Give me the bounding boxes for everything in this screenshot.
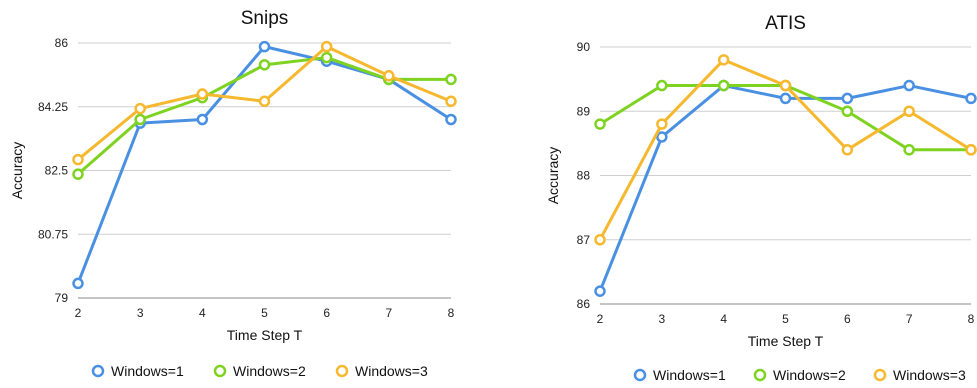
- data-point: [965, 92, 977, 105]
- data-point: [965, 144, 977, 156]
- legend-label: Windows=1: [111, 363, 184, 379]
- data-point: [258, 40, 271, 53]
- x-tick-label: 8: [968, 312, 975, 326]
- x-tick-label: 3: [137, 306, 144, 320]
- x-tick-label: 5: [261, 306, 268, 320]
- data-point: [320, 51, 333, 64]
- x-tick-label: 6: [844, 312, 851, 326]
- data-point: [594, 285, 606, 297]
- legend-label: Windows=1: [653, 367, 726, 383]
- legend-label: Windows=3: [355, 363, 428, 379]
- legend-marker: [335, 364, 349, 378]
- data-point: [258, 95, 271, 108]
- data-point: [779, 79, 792, 92]
- data-point: [841, 92, 854, 105]
- data-point: [445, 95, 457, 108]
- chart-snips: Snips 79 80.75 82.5 84.25 86 2 3 4 5 6 7 8 Time Step …: [9, 8, 457, 379]
- legend-marker: [633, 368, 647, 382]
- data-point: [903, 105, 915, 117]
- legend-label: Windows=2: [233, 363, 306, 379]
- data-point: [445, 73, 457, 86]
- y-tick-label: 90: [577, 40, 591, 54]
- x-tick-label: 5: [782, 312, 789, 326]
- data-point: [841, 144, 854, 156]
- x-axis-label: Time Step T: [748, 333, 824, 349]
- y-tick-label: 84.25: [38, 100, 68, 114]
- x-tick-label: 2: [597, 312, 604, 326]
- data-point: [656, 118, 668, 130]
- y-tick-label: 80.75: [38, 227, 68, 241]
- data-point: [594, 234, 606, 246]
- chart-panel-snips: Snips 79 80.75 82.5 84.25 86 2 3 4 5 6 7 8 Time Step …: [0, 0, 480, 388]
- data-point: [903, 144, 915, 156]
- series-line: [76, 45, 453, 285]
- series-line: [76, 56, 453, 176]
- data-point: [134, 113, 146, 126]
- data-point: [594, 118, 606, 130]
- y-tick-label: 79: [55, 291, 69, 305]
- legend-marker: [91, 364, 105, 378]
- data-point: [717, 79, 730, 92]
- x-tick-label: 4: [720, 312, 727, 326]
- data-point: [196, 88, 209, 100]
- legend-marker: [873, 368, 887, 382]
- y-tick-label: 86: [577, 297, 591, 311]
- data-point: [717, 54, 730, 66]
- data-point: [383, 70, 395, 82]
- x-tick-label: 7: [906, 312, 913, 326]
- data-point: [72, 277, 84, 290]
- x-tick-label: 3: [658, 312, 665, 326]
- chart-title: ATIS: [765, 13, 806, 34]
- data-point: [903, 79, 915, 92]
- data-point: [72, 153, 84, 166]
- data-point: [779, 92, 792, 105]
- y-tick-label: 88: [577, 169, 591, 183]
- y-tick-label: 86: [55, 36, 69, 50]
- x-tick-label: 7: [385, 306, 392, 320]
- legend-marker: [213, 364, 227, 378]
- data-point: [445, 113, 457, 126]
- x-tick-label: 8: [448, 306, 455, 320]
- data-point: [841, 105, 854, 117]
- y-tick-label: 89: [577, 104, 591, 118]
- y-axis-label: Accuracy: [545, 147, 561, 205]
- x-tick-label: 6: [323, 306, 330, 320]
- x-axis-label: Time Step T: [227, 327, 303, 343]
- chart-atis: ATIS 86 87 88 89 90 2 3 4 5 6 7 8 Time Step T Accuracy…: [545, 13, 977, 383]
- data-point: [656, 131, 668, 143]
- data-point: [656, 79, 668, 92]
- y-tick-label: 82.5: [45, 164, 69, 178]
- data-point: [320, 40, 333, 53]
- data-point: [196, 113, 209, 126]
- y-axis-label: Accuracy: [9, 142, 25, 200]
- x-tick-label: 4: [199, 306, 206, 320]
- legend-label: Windows=3: [893, 367, 966, 383]
- legend-label: Windows=2: [773, 367, 846, 383]
- data-point: [134, 102, 146, 115]
- data-point: [258, 59, 271, 71]
- chart-panel-atis: ATIS 86 87 88 89 90 2 3 4 5 6 7 8 Time Step T Accuracy…: [490, 0, 977, 388]
- chart-title: Snips: [241, 8, 289, 29]
- legend-marker: [753, 368, 767, 382]
- data-point: [72, 168, 84, 180]
- y-tick-label: 87: [577, 233, 591, 247]
- x-tick-label: 2: [75, 306, 82, 320]
